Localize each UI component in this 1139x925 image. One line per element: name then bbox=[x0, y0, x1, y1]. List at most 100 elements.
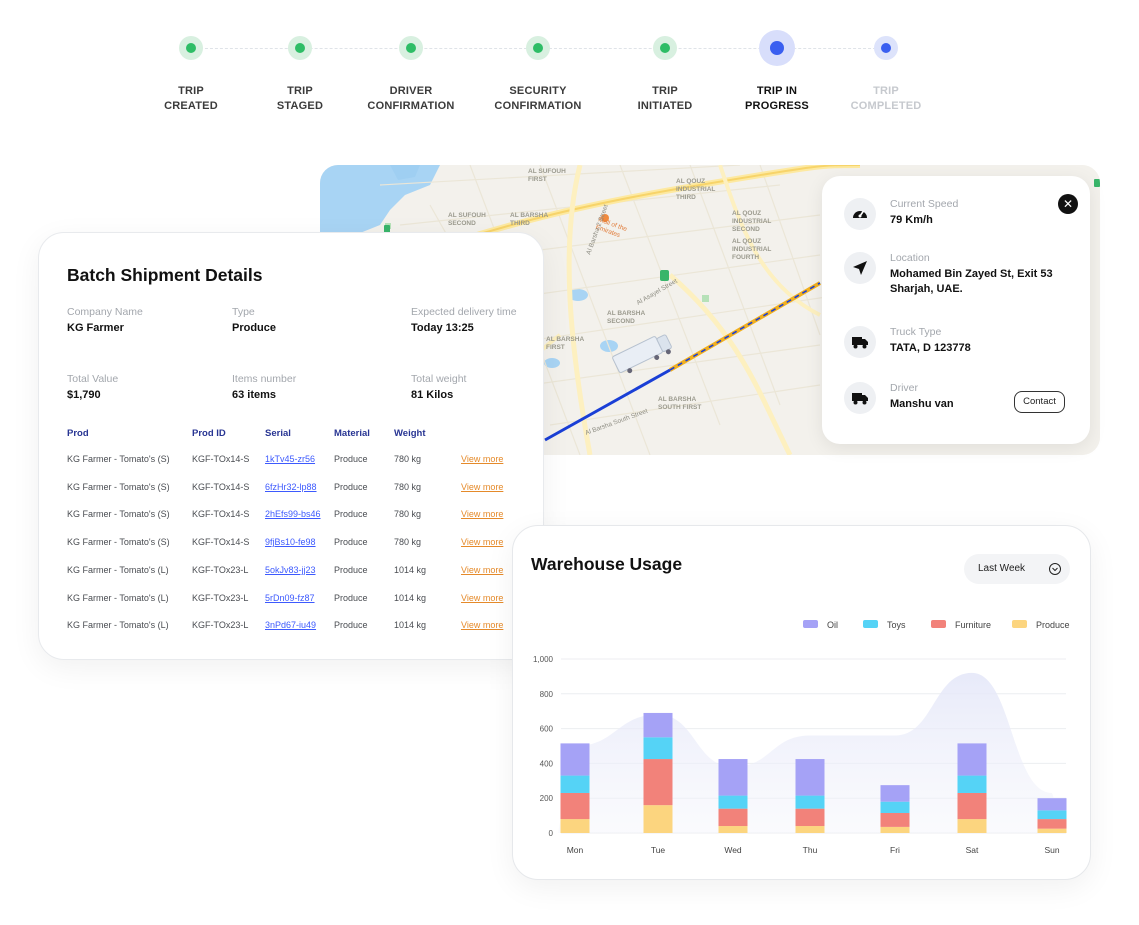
bar-toys-tue[interactable] bbox=[643, 737, 673, 760]
truck-type-value: TATA, D 123778 bbox=[890, 342, 971, 354]
view-more-link[interactable]: View more bbox=[461, 454, 504, 464]
total-weight-field: Total weight 81 Kilos bbox=[411, 373, 466, 401]
step-5: TRIP IN PROGRESS bbox=[717, 30, 837, 114]
view-more-link[interactable]: View more bbox=[461, 564, 504, 575]
background-area bbox=[558, 672, 1066, 833]
bar-toys-wed[interactable] bbox=[718, 795, 748, 809]
serial-link[interactable]: 9fjBs10-fe98 bbox=[265, 537, 316, 548]
y-tick-label: 800 bbox=[540, 690, 554, 699]
chevron-down-icon bbox=[1049, 563, 1061, 575]
cell-weight: 780 kg bbox=[394, 509, 422, 520]
trip-info-panel: ✕ Current Speed 79 Km/h Location Mohamed… bbox=[822, 176, 1090, 444]
map-label: AL QOUZ INDUSTRIAL THIRD bbox=[676, 178, 715, 201]
legend-label[interactable]: Toys bbox=[887, 620, 906, 630]
bar-toys-sat[interactable] bbox=[957, 775, 987, 793]
bar-toys-sun[interactable] bbox=[1037, 810, 1067, 820]
legend-label[interactable]: Produce bbox=[1036, 620, 1070, 630]
field-value: 63 items bbox=[232, 389, 277, 401]
date-range-select[interactable]: Last Week bbox=[964, 554, 1070, 584]
bar-furniture-tue[interactable] bbox=[643, 759, 673, 806]
date-range-value: Last Week bbox=[978, 563, 1026, 574]
driver-value: Manshu van bbox=[890, 398, 954, 410]
bar-produce-wed[interactable] bbox=[718, 826, 748, 833]
view-more-link[interactable]: View more bbox=[461, 509, 504, 520]
step-6: TRIP COMPLETED bbox=[826, 30, 946, 114]
serial-link[interactable]: 5rDn09-fz87 bbox=[265, 592, 315, 603]
serial-link[interactable]: 2hEfs99-bs46 bbox=[265, 509, 321, 520]
bar-oil-fri[interactable] bbox=[880, 785, 910, 802]
legend-swatch bbox=[863, 620, 878, 628]
cell-prod-id: KGF-TOx14-S bbox=[192, 454, 250, 464]
bar-produce-tue[interactable] bbox=[643, 805, 673, 833]
truck-icon bbox=[844, 326, 876, 358]
legend-swatch bbox=[931, 620, 946, 628]
view-more-link[interactable]: View more bbox=[461, 592, 504, 603]
bar-produce-thu[interactable] bbox=[795, 826, 825, 833]
items-number-field: Items number 63 items bbox=[232, 373, 296, 401]
cell-prod-id: KGF-TOx14-S bbox=[192, 537, 250, 548]
warehouse-title: Warehouse Usage bbox=[531, 554, 683, 574]
bar-produce-fri[interactable] bbox=[880, 826, 910, 833]
serial-link[interactable]: 5okJv83-jj23 bbox=[265, 564, 316, 575]
step-label: DRIVER CONFIRMATION bbox=[367, 85, 455, 112]
field-label: Company Name bbox=[67, 306, 143, 318]
bar-furniture-mon[interactable] bbox=[560, 792, 590, 820]
column-header-serial: Serial bbox=[265, 428, 291, 439]
map-label: AL QOUZ INDUSTRIAL SECOND bbox=[732, 210, 771, 233]
bar-oil-mon[interactable] bbox=[560, 743, 590, 776]
speedometer-icon bbox=[844, 198, 876, 230]
bar-oil-tue[interactable] bbox=[643, 712, 673, 738]
warehouse-usage-card: Warehouse Usage Last Week 0 200 400 600 800 1… bbox=[512, 525, 1091, 880]
bar-furniture-fri[interactable] bbox=[880, 812, 910, 827]
bar-toys-thu[interactable] bbox=[795, 795, 825, 809]
x-tick-label: Thu bbox=[803, 845, 818, 855]
bar-furniture-wed[interactable] bbox=[718, 808, 748, 827]
trip-progress-stepper: TRIP CREATED TRIP STAGED DRIVER CONFIRMATI… bbox=[0, 0, 1139, 130]
bar-produce-mon[interactable] bbox=[560, 819, 590, 833]
legend-label[interactable]: Furniture bbox=[955, 620, 991, 630]
x-tick-label: Sat bbox=[966, 845, 979, 855]
location-row: Location Mohamed Bin Zayed St, Exit 53 S… bbox=[844, 252, 1053, 297]
map-label: AL BARSHA SECOND bbox=[607, 310, 645, 325]
bar-toys-fri[interactable] bbox=[880, 801, 910, 813]
step-indicator bbox=[759, 30, 795, 66]
view-more-link[interactable]: View more bbox=[461, 537, 504, 548]
map-label: AL BARSHA FIRST bbox=[546, 336, 584, 351]
bar-toys-mon[interactable] bbox=[560, 775, 590, 793]
warehouse-chart: 0 200 400 600 800 1,000 Mon Tue Wed Thu Fri Sat Sun O… bbox=[533, 620, 1070, 855]
truck-row: Truck Type TATA, D 123778 bbox=[844, 326, 971, 358]
field-label: Type bbox=[232, 306, 255, 318]
bar-oil-sun[interactable] bbox=[1037, 798, 1067, 811]
x-tick-label: Tue bbox=[651, 845, 666, 855]
step-1: TRIP STAGED bbox=[240, 30, 360, 114]
bar-produce-sat[interactable] bbox=[957, 819, 987, 833]
bar-produce-sun[interactable] bbox=[1037, 828, 1067, 833]
map-label: AL BARSHA THIRD bbox=[510, 212, 548, 227]
step-label: TRIP CREATED bbox=[164, 85, 218, 112]
close-button[interactable]: ✕ bbox=[1058, 194, 1078, 214]
y-tick-label: 1,000 bbox=[533, 655, 554, 664]
view-more-link[interactable]: View more bbox=[461, 620, 504, 631]
map-label: AL SUFOUH FIRST bbox=[528, 168, 566, 183]
bar-oil-wed[interactable] bbox=[718, 759, 748, 796]
view-more-link[interactable]: View more bbox=[461, 481, 504, 492]
bar-furniture-thu[interactable] bbox=[795, 808, 825, 827]
cell-weight: 780 kg bbox=[394, 481, 422, 492]
table-row: KG Farmer - Tomato's (S) KGF-TOx14-S 9fjBs… bbox=[39, 537, 545, 551]
step-label: TRIP COMPLETED bbox=[850, 85, 922, 112]
serial-link[interactable]: 3nPd67-iu49 bbox=[265, 620, 317, 631]
legend-label[interactable]: Oil bbox=[827, 620, 838, 630]
cell-weight: 780 kg bbox=[394, 454, 422, 464]
step-indicator bbox=[647, 30, 683, 66]
step-label: TRIP INITIATED bbox=[637, 85, 693, 112]
bar-oil-sat[interactable] bbox=[957, 743, 987, 776]
bar-oil-thu[interactable] bbox=[795, 759, 825, 796]
cell-material: Produce bbox=[334, 564, 368, 575]
bar-furniture-sat[interactable] bbox=[957, 792, 987, 820]
serial-link[interactable]: 6fzHr32-lp88 bbox=[265, 481, 317, 492]
contact-driver-button[interactable]: Contact bbox=[1014, 391, 1065, 413]
location-value: Mohamed Bin Zayed St, Exit 53 Sharjah, U… bbox=[890, 268, 1053, 295]
serial-link[interactable]: 1kTv45-zr56 bbox=[265, 454, 316, 464]
bar-furniture-sun[interactable] bbox=[1037, 819, 1067, 829]
cell-prod: KG Farmer - Tomato's (S) bbox=[67, 509, 170, 520]
